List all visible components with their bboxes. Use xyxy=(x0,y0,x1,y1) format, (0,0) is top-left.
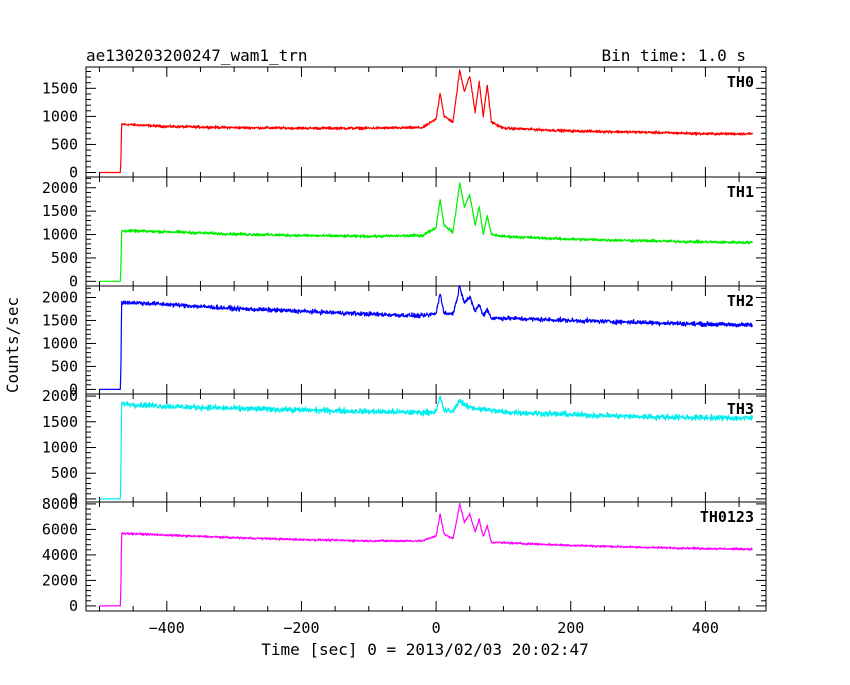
y-tick-label: 0 xyxy=(69,380,78,398)
series-line-th2 xyxy=(99,285,753,390)
panel-label: TH0 xyxy=(727,73,754,91)
x-tick-label: 0 xyxy=(432,619,441,637)
y-tick-label: 2000 xyxy=(42,387,78,405)
y-tick-label: 500 xyxy=(51,249,78,267)
y-tick-label: 0 xyxy=(69,164,78,182)
series-line-th0 xyxy=(99,69,754,174)
x-tick-label: −200 xyxy=(283,619,319,637)
y-tick-label: 8000 xyxy=(42,495,78,513)
panel-frame xyxy=(85,501,767,612)
panel-label: TH1 xyxy=(727,183,754,201)
y-tick-label: 500 xyxy=(51,464,78,482)
panel-frame xyxy=(85,285,767,395)
y-tick-label: 1000 xyxy=(42,334,78,352)
series-line-th3 xyxy=(99,395,754,500)
y-tick-label: 0 xyxy=(69,597,78,615)
x-tick-label: 400 xyxy=(692,619,719,637)
y-tick-label: 0 xyxy=(69,490,78,508)
y-tick-label: 500 xyxy=(51,135,78,153)
panel-label: TH0123 xyxy=(700,508,754,526)
y-tick-label: 2000 xyxy=(42,571,78,589)
y-tick-label: 1500 xyxy=(42,202,78,220)
y-tick-label: 6000 xyxy=(42,520,78,538)
series-line-th1 xyxy=(99,182,754,282)
y-tick-label: 1500 xyxy=(42,413,78,431)
y-tick-label: 2000 xyxy=(42,288,78,306)
y-tick-label: 0 xyxy=(69,272,78,290)
panel-th3: 0 500 1000 1500 2000 TH3 xyxy=(42,387,767,508)
y-axis-title: Counts/sec xyxy=(3,297,22,393)
chart-title: ae130203200247_wam1_trn xyxy=(86,46,308,65)
x-axis-title: Time [sec] 0 = 2013/02/03 20:02:47 xyxy=(261,640,589,659)
panel-frame xyxy=(85,66,767,178)
bin-time-label: Bin time: 1.0 s xyxy=(602,46,747,65)
y-tick-label: 500 xyxy=(51,357,78,375)
panel-th0123: 0 2000 4000 6000 8000 TH0123 xyxy=(42,495,767,615)
panel-label: TH3 xyxy=(727,400,754,418)
series-line-th0123 xyxy=(99,502,754,607)
panel-th1: 0 500 1000 1500 2000 TH1 xyxy=(42,176,767,290)
panel-th2: 0 500 1000 1500 2000 TH2 xyxy=(42,285,767,398)
x-tick-label: 200 xyxy=(557,619,584,637)
y-tick-label: 1000 xyxy=(42,107,78,125)
y-tick-label: 1500 xyxy=(42,311,78,329)
y-tick-label: 1000 xyxy=(42,226,78,244)
panel-label: TH2 xyxy=(727,292,754,310)
y-tick-label: 2000 xyxy=(42,179,78,197)
panel-frame xyxy=(85,393,767,503)
x-tick-label: −400 xyxy=(149,619,185,637)
y-tick-label: 1000 xyxy=(42,438,78,456)
y-tick-label: 1500 xyxy=(42,79,78,97)
panel-th0: 0 500 1000 1500 TH0 xyxy=(42,66,767,182)
panel-frame xyxy=(85,176,767,287)
y-tick-label: 4000 xyxy=(42,546,78,564)
